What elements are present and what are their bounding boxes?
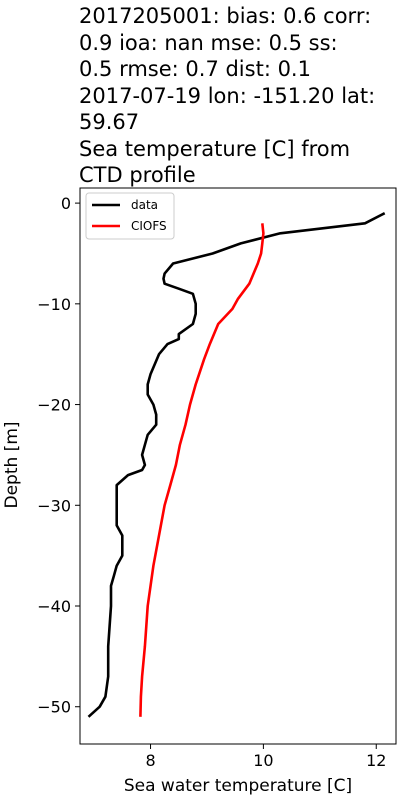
y-tick-label: −40 xyxy=(37,597,71,616)
y-tick-label: −50 xyxy=(37,698,71,717)
chart-title: 2017205001: bias: 0.6 corr: 0.9 ioa: nan… xyxy=(79,4,376,187)
x-tick-label: 8 xyxy=(145,751,155,770)
legend-label-data: data xyxy=(131,198,158,212)
x-tick-label: 10 xyxy=(253,751,273,770)
y-tick-label: −30 xyxy=(37,496,71,515)
x-axis-label: Sea water temperature [C] xyxy=(124,776,352,796)
x-tick-label: 12 xyxy=(366,751,386,770)
y-tick-label: 0 xyxy=(61,194,71,213)
y-tick-label: −20 xyxy=(37,396,71,415)
series-line-data xyxy=(87,212,386,718)
legend: data CIOFS xyxy=(85,192,175,240)
series-line-ciofs xyxy=(139,223,265,717)
y-tick-label: −10 xyxy=(37,295,71,314)
legend-label-ciofs: CIOFS xyxy=(131,219,167,233)
plot-area xyxy=(79,187,397,745)
y-axis-label: Depth [m] xyxy=(2,421,22,508)
